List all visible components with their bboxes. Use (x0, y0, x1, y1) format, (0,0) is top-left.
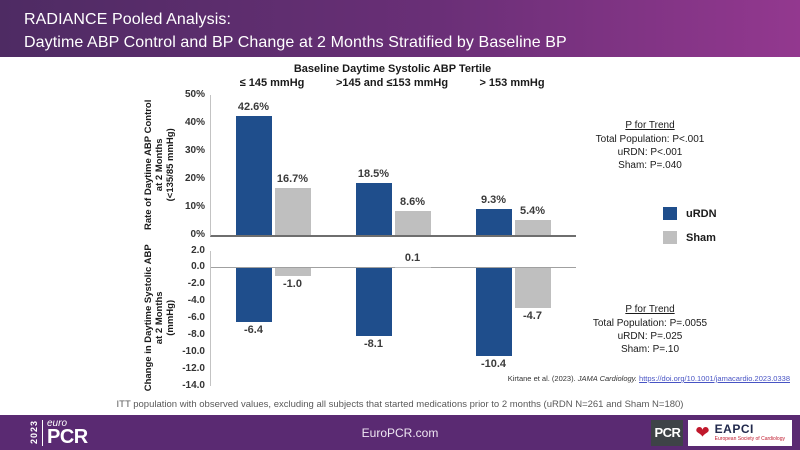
p-for-trend-line: uRDN: P=.025 (617, 331, 683, 342)
bar-urdn-tertile3 (475, 208, 512, 235)
eapci-logo-subtext: European Society of Cardiology (714, 436, 785, 442)
logo-divider (42, 419, 43, 446)
y-tick-50%: 50% (184, 88, 205, 100)
footer-badges: PCR ❤ EAPCI European Society of Cardiolo… (651, 419, 792, 446)
y-tick--4.0: -4.0 (187, 295, 205, 307)
bar-value-sham-tertile2: 0.1 (404, 252, 421, 265)
citation: Kirtane et al. (2023). JAMA Cardiology. … (508, 374, 790, 383)
category-label-3: > 153 mmHg (479, 77, 545, 89)
sham-color-swatch (663, 231, 677, 244)
bar-urdn-tertile2 (355, 183, 392, 235)
category-label-1: ≤ 145 mmHg (239, 77, 305, 89)
footer-bar: 2023 euro PCR EuroPCR.com PCR ❤ EAPCI Eu… (0, 415, 800, 450)
bar-value-sham-tertile3: 5.4% (519, 204, 546, 217)
y-tick--10.0: -10.0 (182, 345, 205, 357)
bar-urdn-tertile1 (235, 267, 272, 322)
bar-urdn-tertile2 (355, 267, 392, 337)
bar-value-sham-tertile1: 16.7% (276, 173, 309, 186)
bar-sham-tertile3 (514, 267, 551, 308)
legend-item-sham: Sham (663, 231, 717, 244)
y-tick-0.0: 0.0 (191, 261, 205, 273)
bar-sham-tertile2 (394, 210, 431, 235)
citation-journal: JAMA Cardiology. (577, 374, 640, 383)
eapci-logo-name: EAPCI (714, 422, 754, 436)
urdn-color-swatch (663, 207, 677, 220)
y-tick-0%: 0% (190, 228, 205, 240)
p-for-trend-bottom-lines: Total Population: P=.0055 uRDN: P=.025 Sha… (540, 317, 760, 356)
y-tick-10%: 10% (184, 200, 205, 212)
y-tick--8.0: -8.0 (187, 328, 205, 340)
doi-link[interactable]: https://doi.org/10.1001/jamacardio.2023.… (639, 374, 790, 383)
p-for-trend-top-heading: P for Trend (625, 120, 675, 131)
legend: uRDN Sham (663, 207, 717, 255)
footnote: ITT population with observed values, exc… (116, 399, 684, 410)
legend-item-urdn: uRDN (663, 207, 717, 220)
p-for-trend-line: Total Population: P<.001 (595, 134, 705, 145)
p-for-trend-line: Total Population: P=.0055 (592, 318, 708, 329)
p-for-trend-bottom-heading: P for Trend (625, 304, 675, 315)
bar-sham-tertile1 (274, 188, 311, 235)
bar-urdn-tertile3 (475, 267, 512, 356)
chart-title: Baseline Daytime Systolic ABP Tertile (293, 63, 492, 75)
y-tick--2.0: -2.0 (187, 278, 205, 290)
top-chart-plot: 0% 10% 20% 30% 40% 50% 42.6% 18.5% 9.3% 16.7% 8.6%… (185, 89, 576, 240)
p-for-trend-top-lines: Total Population: P<.001 uRDN: P<.001 Sham… (540, 133, 760, 172)
pcr-logo: PCR (651, 419, 684, 446)
europcr-logo-pcr: PCR (47, 426, 88, 448)
bar-value-sham-tertile3: -4.7 (523, 309, 542, 322)
bar-value-urdn-tertile3: 9.3% (480, 193, 507, 206)
footer-url[interactable]: EuroPCR.com (361, 425, 439, 440)
bar-sham-tertile1 (274, 267, 311, 277)
bottom-chart-plot: 2.0 0.0 -2.0 -4.0 -6.0 -8.0 -10.0 -12.0 -14.0 -6.… (182, 245, 576, 391)
bar-value-urdn-tertile2: 18.5% (357, 168, 390, 181)
title-line-1: RADIANCE Pooled Analysis: (24, 11, 232, 28)
bar-value-urdn-tertile1: 42.6% (237, 100, 270, 113)
category-label-2: >145 and ≤153 mmHg (335, 77, 449, 89)
bar-value-urdn-tertile2: -8.1 (364, 338, 383, 351)
bar-sham-tertile2 (394, 267, 431, 269)
y-tick--12.0: -12.0 (182, 362, 205, 374)
legend-label-urdn: uRDN (686, 207, 717, 220)
y-tick-30%: 30% (184, 144, 205, 156)
bar-value-urdn-tertile1: -6.4 (244, 323, 263, 336)
legend-label-sham: Sham (686, 231, 716, 244)
bar-sham-tertile3 (514, 219, 551, 235)
y-tick-2.0: 2.0 (191, 244, 205, 256)
p-for-trend-bottom: P for Trend Total Population: P=.0055 uRD… (540, 303, 760, 356)
y-tick--6.0: -6.0 (187, 312, 205, 323)
citation-authors: Kirtane et al. (2023). (507, 374, 578, 383)
europcr-2023-logo: 2023 euro PCR (29, 418, 88, 448)
p-for-trend-line: uRDN: P<.001 (617, 147, 683, 158)
y-tick-40%: 40% (184, 116, 205, 128)
europcr-logo-euro: euro (47, 418, 68, 429)
y-tick--14.0: -14.0 (182, 379, 205, 391)
bar-value-urdn-tertile3: -10.4 (480, 357, 507, 370)
y-tick-20%: 20% (184, 172, 205, 184)
p-for-trend-line: Sham: P=.10 (620, 344, 680, 355)
slide-header: RADIANCE Pooled Analysis: Daytime ABP Co… (0, 0, 800, 57)
bar-urdn-tertile1 (235, 115, 272, 235)
eapci-heart-icon: ❤ (695, 423, 710, 442)
eapci-logo: ❤ EAPCI European Society of Cardiology (688, 419, 792, 446)
p-for-trend-top: P for Trend Total Population: P<.001 uRDN… (540, 119, 760, 172)
title-line-2: Daytime ABP Control and BP Change at 2 M… (24, 34, 567, 52)
bar-value-sham-tertile2: 8.6% (399, 195, 426, 208)
p-for-trend-line: Sham: P=.040 (618, 160, 682, 171)
zero-axis-line (211, 267, 576, 269)
bar-value-sham-tertile1: -1.0 (283, 278, 302, 291)
